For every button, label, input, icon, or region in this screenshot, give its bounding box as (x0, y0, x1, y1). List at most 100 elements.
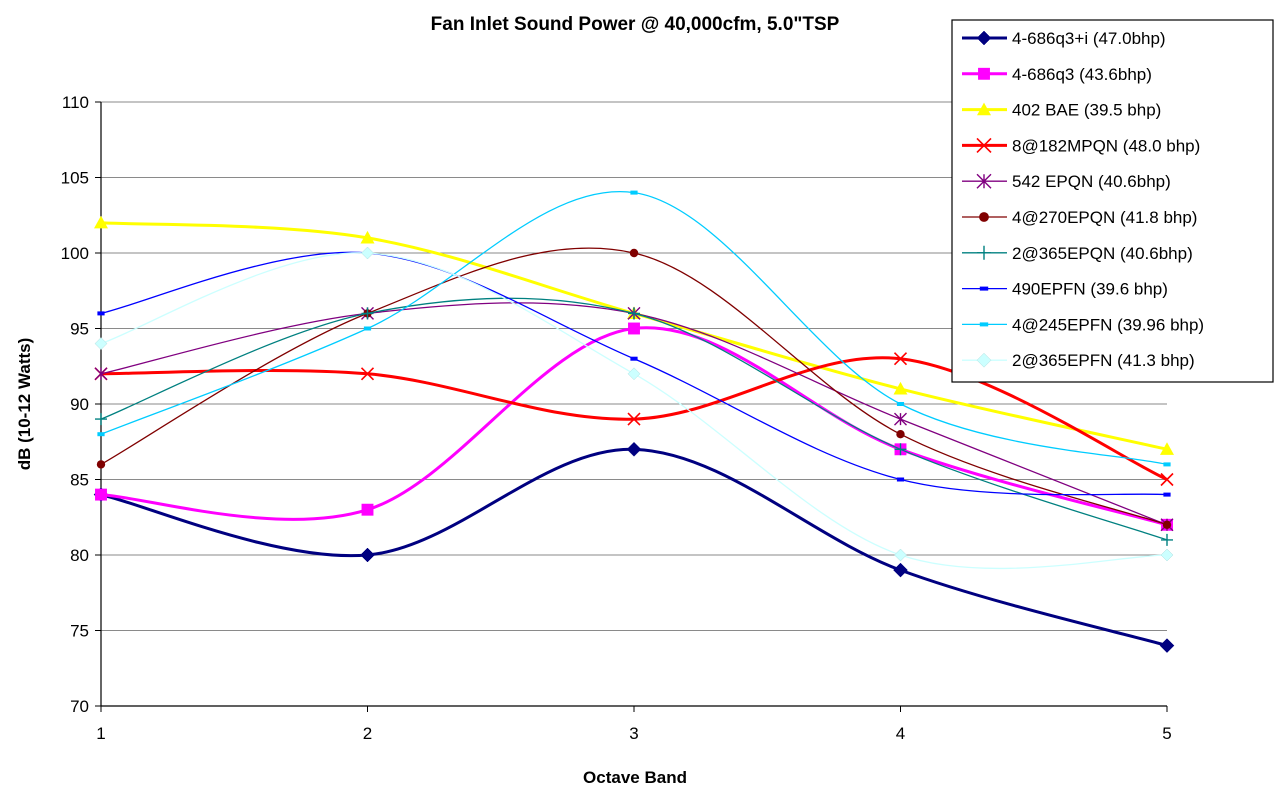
point-marker (97, 311, 105, 316)
legend-label: 2@365EPQN (40.6bhp) (1012, 244, 1193, 263)
point-marker (628, 307, 640, 320)
point-marker (97, 432, 105, 437)
point-marker (627, 367, 641, 381)
legend-entry: 4-686q3 (43.6bhp) (962, 65, 1152, 84)
x-tick-label: 1 (96, 724, 105, 743)
y-tick-label: 70 (70, 697, 89, 716)
y-tick-label: 110 (62, 93, 89, 112)
x-axis-label: Octave Band (583, 768, 687, 787)
point-marker (95, 488, 107, 501)
legend-entry: 2@365EPFN (41.3 bhp) (962, 351, 1195, 370)
legend-entry: 4-686q3+i (47.0bhp) (962, 29, 1166, 48)
legend-label: 542 EPQN (40.6bhp) (1012, 172, 1171, 191)
point-marker (96, 460, 106, 469)
series-6 (96, 247, 1172, 529)
y-tick-label: 75 (70, 622, 89, 641)
point-marker (95, 413, 107, 426)
point-marker (361, 503, 374, 516)
legend-label: 4-686q3 (43.6bhp) (1012, 65, 1152, 84)
legend-entry: 4@245EPFN (39.96 bhp) (962, 315, 1204, 334)
legend-label: 402 BAE (39.5 bhp) (1012, 101, 1161, 120)
point-marker (94, 215, 108, 229)
y-tick-label: 90 (70, 395, 89, 414)
point-marker (360, 547, 375, 563)
point-marker (1163, 462, 1171, 467)
series-9 (97, 190, 1171, 467)
point-marker (896, 402, 905, 406)
point-marker (896, 477, 905, 482)
point-marker (363, 326, 372, 331)
axes: 70 75 80 85 90 95 100 105 110 1 2 3 4 5 (61, 93, 1172, 743)
y-tick-label: 80 (70, 546, 89, 565)
point-marker (978, 67, 990, 80)
point-marker (977, 245, 991, 260)
legend-entry: 8@182MPQN (48.0 bhp) (962, 136, 1200, 155)
legend-label: 8@182MPQN (48.0 bhp) (1012, 136, 1200, 155)
legend: 4-686q3+i (47.0bhp) 4-686q3 (43.6bhp) 402 … (951, 19, 1274, 383)
point-marker (894, 548, 907, 562)
y-axis-label: dB (10-12 Watts) (15, 338, 34, 471)
point-marker (979, 286, 989, 291)
series-10 (94, 246, 1174, 570)
legend-label: 4@245EPFN (39.96 bhp) (1012, 315, 1204, 334)
series-7 (95, 297, 1173, 546)
point-marker (977, 102, 991, 116)
point-marker (894, 412, 907, 426)
legend-label: 490EPFN (39.6 bhp) (1012, 280, 1168, 299)
series-line (100, 447, 1168, 648)
legend-entry: 402 BAE (39.5 bhp) (962, 101, 1161, 120)
point-marker (626, 441, 642, 457)
series-1 (93, 441, 1175, 653)
legend-entry: 2@365EPQN (40.6bhp) (962, 244, 1193, 263)
legend-label: 4-686q3+i (47.0bhp) (1012, 29, 1166, 48)
series-4 (94, 352, 1174, 487)
x-tick-label: 4 (896, 724, 905, 743)
y-tick-label: 95 (70, 320, 89, 339)
y-tick-label: 85 (70, 471, 89, 490)
legend-box (951, 19, 1274, 383)
y-tick-label: 105 (61, 169, 89, 188)
point-marker (1160, 548, 1174, 562)
point-marker (360, 367, 375, 381)
legend-entry: 490EPFN (39.6 bhp) (962, 280, 1168, 299)
point-marker (630, 190, 638, 195)
point-marker (896, 430, 905, 439)
legend-label: 2@365EPFN (41.3 bhp) (1012, 351, 1195, 370)
point-marker (627, 412, 641, 426)
point-marker (979, 322, 989, 327)
point-marker (94, 367, 108, 381)
point-marker (1160, 472, 1174, 487)
point-marker (1160, 442, 1174, 455)
x-tick-label: 5 (1162, 724, 1171, 743)
point-marker (893, 562, 908, 578)
point-marker (361, 246, 374, 260)
point-marker (1163, 492, 1171, 497)
legend-label: 4@270EPQN (41.8 bhp) (1012, 208, 1197, 227)
point-marker (360, 230, 375, 244)
point-marker (630, 356, 638, 361)
point-marker (94, 337, 108, 350)
x-tick-label: 2 (363, 724, 372, 743)
series-lines (93, 190, 1175, 653)
x-tick-label: 3 (629, 724, 638, 743)
point-marker (628, 322, 640, 335)
point-marker (1159, 638, 1175, 653)
point-marker (893, 352, 908, 366)
point-marker (361, 307, 374, 320)
point-marker (1162, 520, 1172, 529)
point-marker (1161, 533, 1173, 546)
point-marker (976, 137, 992, 153)
y-tick-label: 100 (61, 244, 89, 263)
point-marker (894, 443, 907, 456)
point-marker (976, 173, 992, 189)
chart-title: Fan Inlet Sound Power @ 40,000cfm, 5.0"T… (431, 14, 840, 35)
legend-entry: 4@270EPQN (41.8 bhp) (962, 208, 1197, 227)
point-marker (976, 30, 992, 46)
point-marker (893, 381, 908, 395)
point-marker (976, 352, 992, 368)
point-marker (979, 212, 989, 222)
point-marker (629, 248, 639, 258)
legend-entry: 542 EPQN (40.6bhp) (962, 172, 1171, 191)
